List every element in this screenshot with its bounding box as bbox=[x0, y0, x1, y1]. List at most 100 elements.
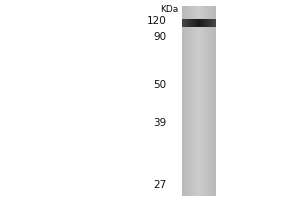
Bar bbox=[206, 6, 207, 196]
Bar bbox=[200, 6, 201, 196]
Bar bbox=[210, 19, 211, 27]
Bar bbox=[185, 19, 186, 27]
Bar bbox=[208, 6, 209, 196]
Bar bbox=[208, 19, 209, 27]
Bar bbox=[196, 6, 197, 196]
Bar bbox=[193, 19, 194, 27]
Bar bbox=[194, 6, 195, 196]
Bar bbox=[191, 19, 192, 27]
Bar bbox=[212, 19, 213, 27]
Bar bbox=[196, 6, 197, 196]
Bar bbox=[207, 6, 208, 196]
Bar bbox=[209, 19, 210, 27]
Bar bbox=[203, 6, 204, 196]
Bar bbox=[182, 6, 183, 196]
Bar bbox=[192, 19, 193, 27]
Bar bbox=[206, 19, 207, 27]
Bar bbox=[202, 6, 203, 196]
Bar bbox=[208, 6, 209, 196]
Bar bbox=[199, 6, 200, 196]
Bar bbox=[209, 19, 210, 27]
Bar bbox=[201, 6, 202, 196]
Bar bbox=[182, 19, 183, 27]
Bar bbox=[183, 6, 184, 196]
Bar bbox=[190, 19, 191, 27]
Bar bbox=[215, 19, 216, 27]
Bar bbox=[188, 6, 189, 196]
Bar bbox=[184, 6, 185, 196]
Bar bbox=[199, 19, 200, 27]
Bar bbox=[184, 19, 185, 27]
Bar bbox=[201, 19, 202, 27]
Bar bbox=[193, 19, 194, 27]
Bar bbox=[193, 6, 194, 196]
Bar bbox=[209, 6, 210, 196]
Bar bbox=[200, 6, 201, 196]
Text: 120: 120 bbox=[147, 16, 166, 26]
Bar bbox=[201, 19, 202, 27]
Bar bbox=[200, 19, 201, 27]
Bar bbox=[214, 6, 215, 196]
Bar bbox=[186, 19, 187, 27]
Bar bbox=[210, 6, 211, 196]
Bar bbox=[189, 19, 190, 27]
Bar bbox=[203, 19, 204, 27]
Bar bbox=[187, 19, 188, 27]
Bar bbox=[188, 6, 189, 196]
Bar bbox=[194, 6, 195, 196]
Bar bbox=[190, 19, 191, 27]
Bar bbox=[195, 6, 196, 196]
Bar bbox=[205, 19, 206, 27]
Bar bbox=[199, 19, 200, 27]
Bar bbox=[184, 6, 185, 196]
Bar bbox=[194, 19, 195, 27]
Bar bbox=[211, 19, 212, 27]
Text: 39: 39 bbox=[153, 118, 167, 128]
Bar bbox=[188, 19, 189, 27]
Text: 27: 27 bbox=[153, 180, 167, 190]
Bar bbox=[215, 6, 216, 196]
Bar bbox=[215, 6, 216, 196]
Bar bbox=[183, 19, 184, 27]
Bar bbox=[212, 6, 213, 196]
Bar bbox=[192, 19, 193, 27]
Bar bbox=[190, 6, 191, 196]
Bar bbox=[211, 6, 212, 196]
Bar bbox=[213, 19, 214, 27]
Bar bbox=[187, 19, 188, 27]
Bar bbox=[188, 19, 189, 27]
Bar bbox=[189, 19, 190, 27]
Bar bbox=[195, 19, 196, 27]
Bar bbox=[189, 6, 190, 196]
Bar bbox=[194, 19, 195, 27]
Bar bbox=[204, 19, 205, 27]
Bar bbox=[213, 6, 214, 196]
Bar bbox=[213, 6, 214, 196]
Text: 90: 90 bbox=[153, 32, 167, 42]
Bar bbox=[190, 6, 191, 196]
Bar bbox=[191, 6, 192, 196]
Bar bbox=[197, 6, 198, 196]
Bar bbox=[205, 6, 206, 196]
Bar bbox=[198, 6, 199, 196]
Bar bbox=[185, 19, 186, 27]
Bar bbox=[198, 19, 199, 27]
Bar bbox=[203, 19, 204, 27]
Bar bbox=[199, 6, 200, 196]
Bar bbox=[187, 6, 188, 196]
Bar bbox=[192, 6, 193, 196]
Bar bbox=[204, 6, 205, 196]
Bar bbox=[207, 19, 208, 27]
Bar bbox=[202, 19, 203, 27]
Bar bbox=[186, 6, 187, 196]
Bar bbox=[202, 6, 203, 196]
Bar bbox=[205, 6, 206, 196]
Bar bbox=[193, 6, 194, 196]
Bar bbox=[214, 19, 215, 27]
Bar bbox=[198, 6, 199, 196]
Bar bbox=[183, 6, 184, 196]
Bar bbox=[182, 6, 183, 196]
Bar bbox=[207, 6, 208, 196]
Bar bbox=[214, 6, 215, 196]
Bar bbox=[206, 19, 207, 27]
